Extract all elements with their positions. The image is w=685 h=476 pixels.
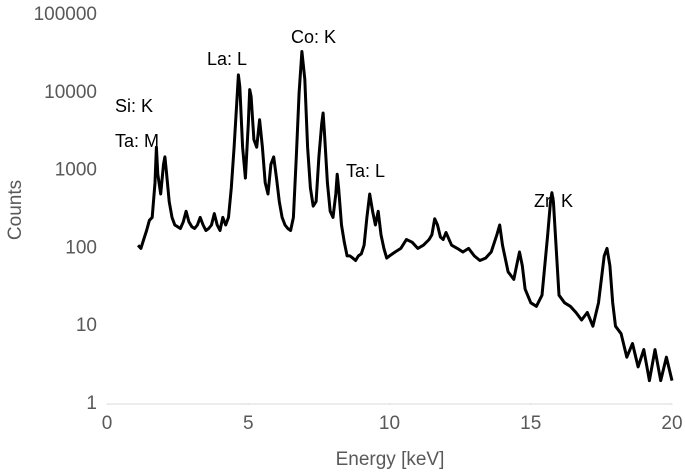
- peak-label: Ta: M: [115, 131, 159, 151]
- peak-label: La: L: [207, 49, 247, 69]
- y-tick-label: 1: [86, 393, 97, 414]
- peak-label: Zr: K: [534, 191, 573, 211]
- y-tick-label: 10000: [44, 82, 97, 103]
- x-tick-label: 20: [661, 413, 682, 434]
- x-axis-title: Energy [keV]: [336, 449, 445, 470]
- y-tick-label: 1000: [55, 160, 97, 181]
- x-tick-label: 5: [243, 413, 254, 434]
- x-tick-label: 10: [379, 413, 400, 434]
- x-tick-label: 0: [102, 413, 113, 434]
- peak-label: Ta: L: [346, 161, 385, 181]
- y-tick-label: 100000: [34, 4, 97, 25]
- y-tick-label: 10: [76, 315, 97, 336]
- y-axis-title: Counts: [5, 180, 26, 240]
- peak-label: Si: K: [115, 96, 153, 116]
- spectrum-line: [136, 50, 674, 383]
- peak-label: Co: K: [291, 27, 336, 47]
- x-tick-label: 15: [520, 413, 541, 434]
- y-tick-label: 100: [65, 237, 97, 258]
